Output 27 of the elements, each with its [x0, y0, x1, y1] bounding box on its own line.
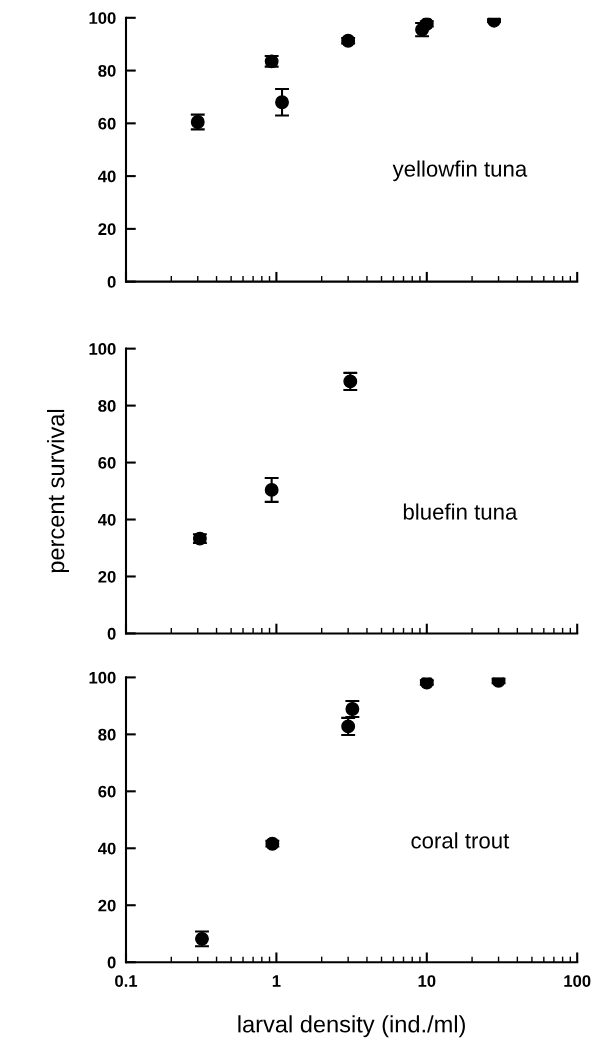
y-tick-label: 40 — [97, 513, 116, 526]
y-tick-label: 100 — [89, 343, 116, 355]
y-tick-label: 60 — [98, 456, 116, 469]
y-axis-title: percent survival — [47, 409, 70, 573]
annotation: coral trout — [411, 832, 510, 849]
y-tick-label: 80 — [98, 400, 116, 412]
y-tick-label: 0 — [107, 956, 116, 969]
y-tick-label: 40 — [97, 170, 116, 183]
y-tick-label: 60 — [98, 785, 116, 798]
x-tick-label: 1 — [272, 975, 281, 987]
annotation: yellowfin tuna — [392, 160, 528, 182]
y-tick-label: 60 — [98, 117, 116, 130]
x-tick-label: 10 — [418, 975, 436, 987]
x-tick-label: 100 — [564, 975, 591, 987]
y-tick-label: 100 — [89, 671, 116, 684]
y-tick-label: 100 — [89, 12, 116, 24]
y-tick-label: 20 — [98, 223, 116, 236]
y-tick-label: 20 — [98, 570, 116, 583]
y-tick-label: 0 — [107, 627, 116, 640]
y-tick-label: 0 — [107, 276, 116, 288]
x-axis-title: larval density (ind./ml) — [238, 1015, 465, 1038]
y-tick-label: 80 — [98, 64, 116, 77]
y-tick-label: 20 — [98, 899, 116, 912]
annotation: bluefin tuna — [403, 503, 518, 520]
x-tick-label: 0.1 — [115, 975, 138, 987]
y-tick-label: 80 — [98, 728, 116, 741]
y-tick-label: 40 — [97, 842, 116, 855]
